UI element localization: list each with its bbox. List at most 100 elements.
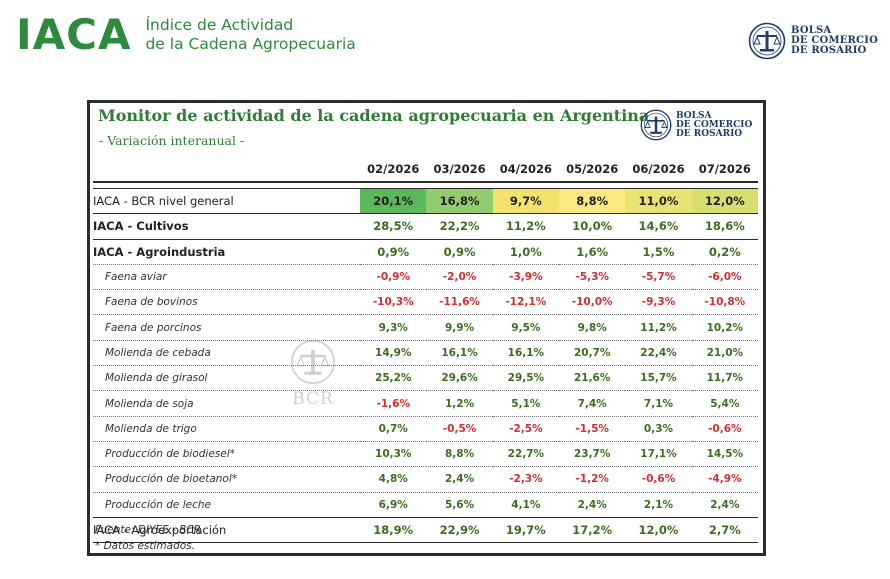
bcr-logo-text: BOLSA DE COMERCIO DE ROSARIO [791, 26, 878, 56]
panel-bcr-line1: BOLSA [676, 110, 712, 121]
value-cell: 17,1% [625, 441, 692, 468]
value-cell: -11,6% [426, 289, 493, 316]
value-cell: -10,3% [360, 289, 427, 316]
value-cell: 21,6% [559, 365, 626, 392]
bcr-logo: BOLSA DE COMERCIO DE ROSARIO [748, 22, 878, 60]
panel-bcr-logo-text: BOLSA DE COMERCIO DE ROSARIO [676, 110, 753, 139]
value-cell: 9,3% [360, 314, 427, 341]
value-cell: 0,7% [360, 416, 427, 442]
column-header: 07/2026 [691, 157, 758, 183]
table-row: Producción de leche 6,9% 5,6% 4,1% 2,4% 2,1% 2… [93, 492, 758, 518]
value-cell: 29,5% [492, 365, 560, 392]
row-label: Producción de bioetanol* [93, 466, 361, 493]
row-label: IACA - BCR nivel general [93, 187, 361, 215]
row-label: Molienda de cebada [93, 340, 361, 367]
value-cell: 4,8% [360, 466, 427, 493]
value-cell: 5,4% [691, 390, 758, 417]
panel-bcr-line2: DE COMERCIO [676, 119, 753, 130]
value-cell: -1,6% [360, 390, 427, 417]
brand-logo-text: IACA [16, 10, 132, 59]
row-label: IACA - Cultivos [93, 213, 361, 240]
value-cell: -2,3% [492, 466, 560, 493]
footnote-source: Fuente: DIYEE - BCR [95, 524, 201, 536]
value-cell: 14,5% [691, 441, 758, 468]
table-row: Producción de bioetanol* 4,8% 2,4% -2,3% -1,… [93, 466, 758, 493]
column-header: 03/2026 [426, 157, 493, 183]
activity-table: 02/2026 03/2026 04/2026 05/2026 06/2026 07/20… [93, 157, 758, 544]
table-row: Molienda de trigo 0,7% -0,5% -2,5% -1,5% 0,3%… [93, 416, 758, 442]
value-cell: 19,7% [492, 516, 560, 544]
bcr-line3: DE ROSARIO [791, 45, 867, 56]
column-header: 06/2026 [625, 157, 692, 183]
footnotes: Fuente: DIYEE - BCR * Datos estimados. [95, 522, 201, 554]
row-label: Molienda de trigo [93, 416, 361, 442]
value-cell: -2,5% [492, 416, 560, 442]
value-cell: 20,7% [559, 340, 626, 367]
table-row: Molienda de cebada 14,9% 16,1% 16,1% 20,7% 22… [93, 340, 758, 367]
column-header: 05/2026 [559, 157, 626, 183]
panel-bcr-line3: DE ROSARIO [676, 128, 743, 139]
value-cell: 1,6% [559, 239, 626, 265]
row-label: Faena de bovinos [93, 289, 361, 316]
value-cell: 10,3% [360, 441, 427, 468]
table-row: Producción de biodiesel* 10,3% 8,8% 22,7% 23… [93, 441, 758, 468]
value-cell: 22,9% [426, 516, 493, 544]
row-label: IACA - Agroindustria [93, 239, 361, 265]
value-cell: 20,1% [360, 187, 427, 215]
value-cell: 2,4% [426, 466, 493, 493]
value-cell: 22,4% [625, 340, 692, 367]
value-cell: -0,6% [691, 416, 758, 442]
value-cell: 10,0% [559, 213, 626, 240]
value-cell: 9,7% [492, 187, 560, 215]
value-cell: -10,8% [691, 289, 758, 316]
table-row: IACA - Cultivos 28,5% 22,2% 11,2% 10,0% 14,6%… [93, 213, 758, 240]
footnote-estimated: * Datos estimados. [95, 540, 195, 552]
value-cell: 9,9% [426, 314, 493, 341]
value-cell: 5,6% [426, 492, 493, 518]
bcr-line2: DE COMERCIO [791, 35, 878, 46]
value-cell: 2,7% [691, 516, 758, 544]
value-cell: 1,5% [625, 239, 692, 265]
value-cell: 14,9% [360, 340, 427, 367]
monitor-panel: Monitor de actividad de la cadena agrope… [87, 100, 766, 556]
value-cell: 0,2% [691, 239, 758, 265]
value-cell: 21,0% [691, 340, 758, 367]
value-cell: -6,0% [691, 264, 758, 291]
panel-subtitle: - Variación interanual - [99, 133, 245, 148]
value-cell: 18,9% [360, 516, 427, 544]
value-cell: 1,0% [492, 239, 560, 265]
value-cell: 7,4% [559, 390, 626, 417]
value-cell: 29,6% [426, 365, 493, 392]
value-cell: 10,2% [691, 314, 758, 341]
value-cell: 2,4% [559, 492, 626, 518]
value-cell: -12,1% [492, 289, 560, 316]
value-cell: 8,8% [426, 441, 493, 468]
bcr-seal-icon [640, 109, 672, 141]
value-cell: 12,0% [691, 187, 758, 215]
table-header-row: 02/2026 03/2026 04/2026 05/2026 06/2026 07/20… [93, 157, 758, 183]
brand-subtitle: Índice de Actividad de la Cadena Agropec… [145, 16, 355, 54]
value-cell: 11,7% [691, 365, 758, 392]
value-cell: -2,0% [426, 264, 493, 291]
value-cell: 11,2% [492, 213, 560, 240]
panel-bcr-logo: BOLSA DE COMERCIO DE ROSARIO [640, 109, 752, 141]
value-cell: 17,2% [559, 516, 626, 544]
value-cell: 9,8% [559, 314, 626, 341]
value-cell: 0,9% [426, 239, 493, 265]
value-cell: -9,3% [625, 289, 692, 316]
value-cell: 8,8% [559, 187, 626, 215]
value-cell: 14,6% [625, 213, 692, 240]
bcr-line1: BOLSA [791, 25, 832, 36]
brand-header: IACA Índice de Actividad de la Cadena Ag… [16, 14, 356, 56]
value-cell: 23,7% [559, 441, 626, 468]
table-row: Molienda de girasol 25,2% 29,6% 29,5% 21,6% 1… [93, 365, 758, 392]
brand-subtitle-line1: Índice de Actividad [145, 16, 294, 34]
row-label: Faena aviar [93, 264, 361, 291]
value-cell: 11,2% [625, 314, 692, 341]
table-row: Molienda de soja -1,6% 1,2% 5,1% 7,4% 7,1% 5,4… [93, 390, 758, 417]
value-cell: -5,7% [625, 264, 692, 291]
row-label: Molienda de girasol [93, 365, 361, 392]
value-cell: -0,5% [426, 416, 493, 442]
row-label: Molienda de soja [93, 390, 361, 417]
row-label: Producción de leche [93, 492, 361, 518]
